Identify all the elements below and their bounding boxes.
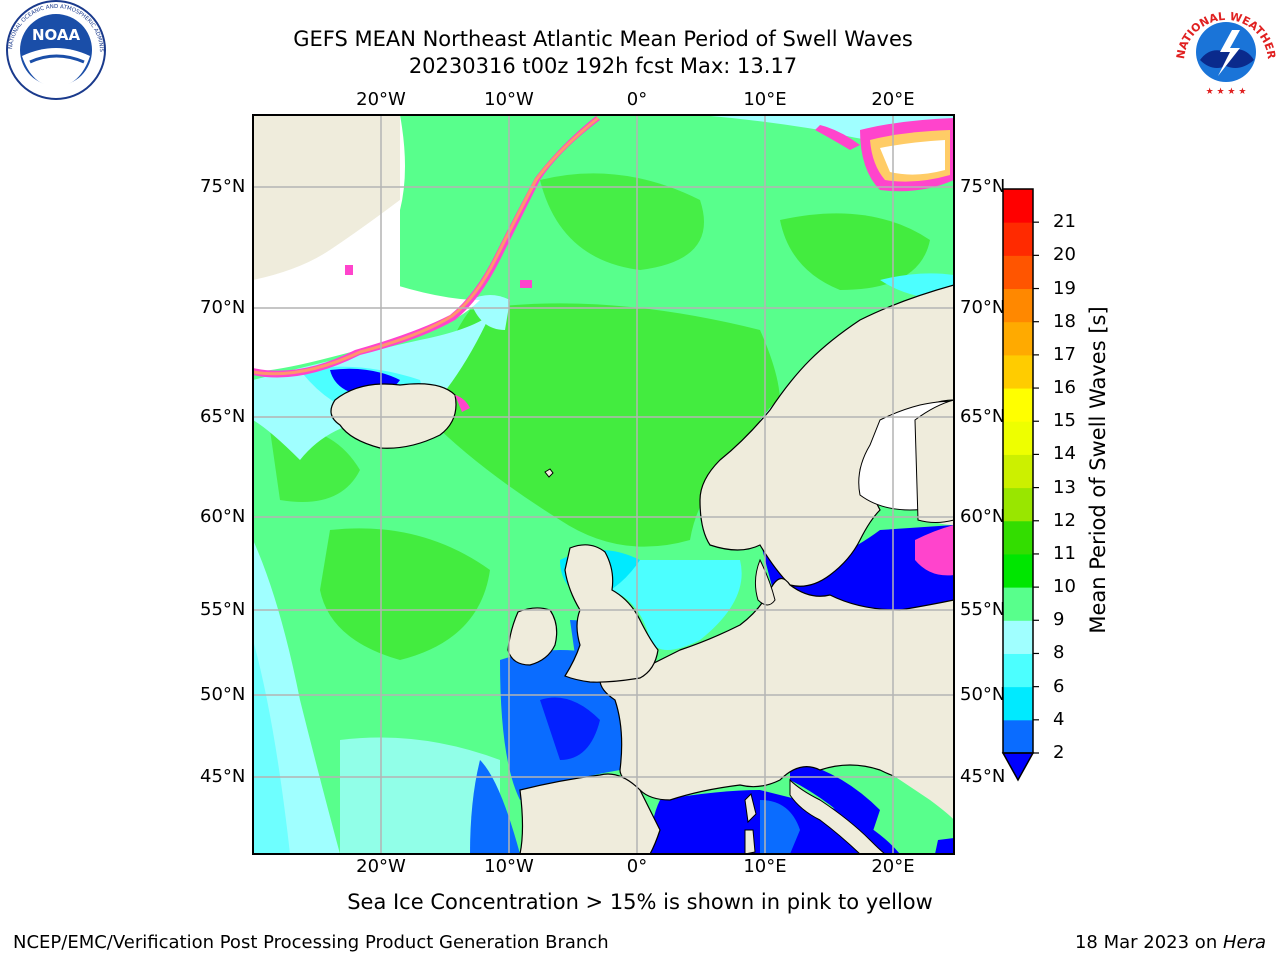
colorbar-bin <box>1003 487 1033 522</box>
lon-tick-bottom: 0° <box>626 856 648 877</box>
lon-tick-top: 10°W <box>484 89 534 110</box>
colorbar-tick-label: 21 <box>1053 211 1076 233</box>
colorbar-bin <box>1003 421 1033 455</box>
colorbar-tick-label: 4 <box>1053 708 1065 730</box>
lon-tick-bottom: 20°W <box>356 856 406 877</box>
lon-tick-top: 10°E <box>743 89 787 110</box>
sea-ice-caption: Sea Ice Concentration > 15% is shown in … <box>347 890 933 914</box>
lat-tick-right: 50°N <box>960 684 1006 705</box>
lat-tick-right: 45°N <box>960 766 1006 787</box>
lon-tick-top: 20°W <box>356 89 406 110</box>
colorbar-tick-label: 19 <box>1053 277 1076 299</box>
footer-date: 18 Mar 2023 on Hera <box>1075 932 1266 953</box>
colorbar-frame <box>1002 188 1034 754</box>
noaa-logo-text: NOAA <box>32 26 81 44</box>
colorbar-label: Mean Period of Swell Waves [s] <box>1086 306 1110 634</box>
footer-credit: NCEP/EMC/Verification Post Processing Pr… <box>13 932 609 953</box>
colorbar-bin <box>1003 354 1033 389</box>
colorbar-bin <box>1003 686 1033 721</box>
colorbar-bin <box>1003 653 1033 688</box>
colorbar-bin <box>1003 620 1033 654</box>
colorbar-tick-label: 13 <box>1053 476 1076 498</box>
colorbar-under-extend <box>1001 752 1035 782</box>
colorbar-tick-label: 6 <box>1053 675 1065 697</box>
colorbar-bin <box>1003 288 1033 323</box>
colorbar-bin <box>1003 388 1033 422</box>
lon-tick-bottom: 10°W <box>484 856 534 877</box>
colorbar-tick-label: 15 <box>1053 410 1076 432</box>
colorbar-tick-label: 11 <box>1053 542 1076 564</box>
colorbar-tick-label: 20 <box>1053 244 1076 266</box>
lat-tick-left: 60°N <box>200 506 246 527</box>
colorbar-bin <box>1003 553 1033 588</box>
noaa-logo: NOAA NATIONAL OCEANIC AND ATMOSPHERIC AD… <box>0 0 106 100</box>
colorbar-tick-label: 2 <box>1053 742 1065 763</box>
lat-tick-right: 65°N <box>960 406 1006 427</box>
map-area <box>253 115 954 854</box>
colorbar-tick-label: 12 <box>1053 509 1076 531</box>
lat-tick-left: 70°N <box>200 297 246 318</box>
footer-date-text: 18 Mar 2023 on <box>1074 932 1223 953</box>
lat-tick-right: 55°N <box>960 599 1006 620</box>
colorbar-tick-label: 10 <box>1053 576 1076 598</box>
colorbar-tick-label: 14 <box>1053 443 1076 465</box>
nws-logo: NATIONAL WEATHER SERVICE ★ ★ ★ ★ <box>0 0 1278 98</box>
map-frame <box>252 114 955 855</box>
colorbar-bin <box>1003 587 1033 621</box>
lat-tick-left: 45°N <box>200 766 246 787</box>
chart-title: GEFS MEAN Northeast Atlantic Mean Period… <box>293 27 913 51</box>
footer-machine: Hera <box>1222 932 1266 953</box>
lon-tick-bottom: 10°E <box>743 856 787 877</box>
lat-tick-left: 50°N <box>200 684 246 705</box>
graticule <box>253 115 954 854</box>
lat-tick-right: 60°N <box>960 506 1006 527</box>
svg-text:★ ★ ★ ★: ★ ★ ★ ★ <box>1206 87 1247 97</box>
colorbar-bin <box>1003 321 1033 356</box>
colorbar-bin <box>1003 222 1033 256</box>
colorbar-bin <box>1003 454 1033 489</box>
colorbar-tick-label: 9 <box>1053 609 1065 631</box>
lat-tick-left: 65°N <box>200 406 246 427</box>
lat-tick-left: 75°N <box>200 176 246 197</box>
colorbar-bin <box>1003 255 1033 290</box>
lat-tick-right: 70°N <box>960 297 1006 318</box>
colorbar-tick-label: 17 <box>1053 343 1076 365</box>
lon-tick-top: 20°E <box>871 89 915 110</box>
colorbar-tick-label: 18 <box>1053 310 1076 332</box>
colorbar <box>1001 188 1039 782</box>
chart-subtitle: 20230316 t00z 192h fcst Max: 13.17 <box>408 54 798 78</box>
lon-tick-bottom: 20°E <box>871 856 915 877</box>
colorbar-tick-label: 8 <box>1053 642 1065 664</box>
lat-tick-left: 55°N <box>200 599 246 620</box>
colorbar-bin <box>1003 719 1033 754</box>
lon-tick-top: 0° <box>626 89 648 110</box>
colorbar-tick-label: 16 <box>1053 377 1076 399</box>
colorbar-bin <box>1003 189 1033 223</box>
colorbar-bin <box>1003 520 1033 555</box>
lat-tick-right: 75°N <box>960 176 1006 197</box>
nws-ring-text: NATIONAL WEATHER SERVICE <box>0 0 1278 63</box>
